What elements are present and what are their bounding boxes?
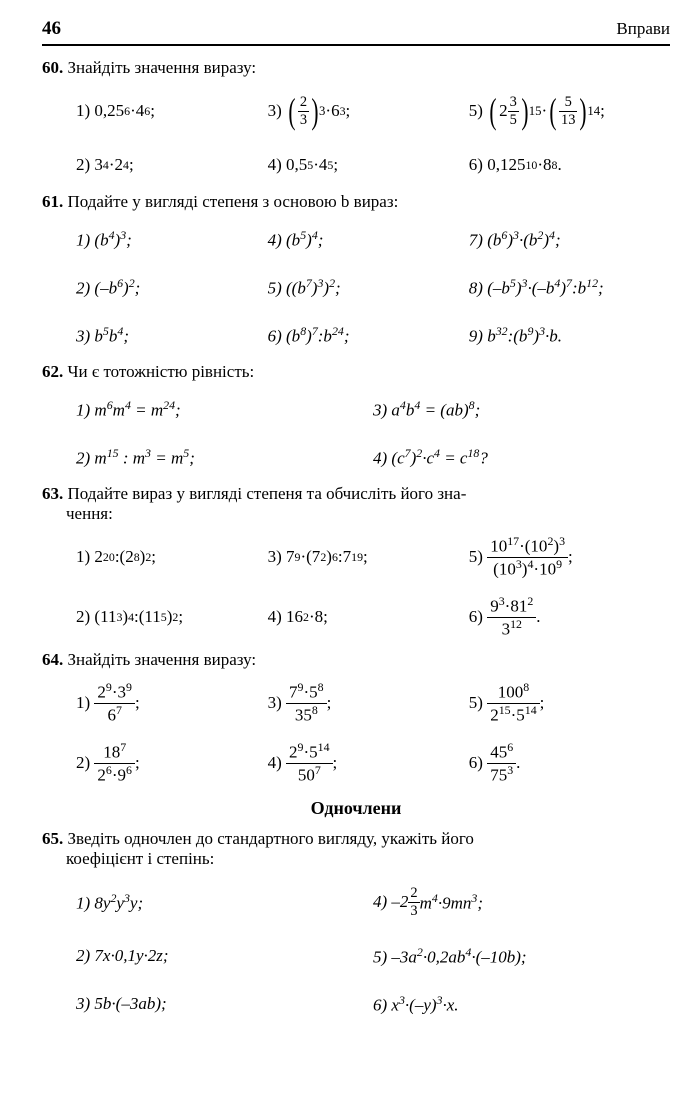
- problem-title: 60. Знайдіть значення виразу:: [42, 58, 670, 78]
- p61-item4: 4) (b5)4;: [268, 222, 469, 256]
- problem-65: 65. Зведіть одночлен до стандартного виг…: [42, 829, 670, 1021]
- p64-item6: 6) 456753.: [469, 740, 670, 786]
- p61-item9: 9) b32:(b9)3·b.: [469, 318, 670, 352]
- subheading: Одночлени: [42, 798, 670, 819]
- p64-item1: 1) 29·3967;: [76, 680, 268, 726]
- p63-item3: 3) 79·(72)6:719;: [268, 534, 469, 580]
- problem-title: 63. Подайте вираз у вигляді степеня та о…: [42, 484, 670, 504]
- p65-item2: 2) 7x·0,1y·2z;: [76, 939, 373, 973]
- problem-62: 62. Чи є тотожністю рівність: 1) m6m4 = …: [42, 362, 670, 474]
- p65-item3: 3) 5b·(–3ab);: [76, 987, 373, 1021]
- p61-item2: 2) (–b6)2;: [76, 270, 268, 304]
- p61-item6: 6) (b8)7:b24;: [268, 318, 469, 352]
- p60-item2: 2) 34·24;: [76, 148, 268, 182]
- page-header: 46 Вправи: [42, 18, 670, 46]
- problem-title: 61. Подайте у вигляді степеня з основою …: [42, 192, 670, 212]
- p61-item3: 3) b5b4;: [76, 318, 268, 352]
- p62-item1: 1) m6m4 = m24;: [76, 392, 373, 426]
- p65-item4: 4) –223m4·9mn3;: [373, 879, 670, 925]
- section-title: Вправи: [616, 19, 670, 39]
- p61-item7: 7) (b6)3·(b2)4;: [469, 222, 670, 256]
- p60-item6: 6) 0,12510·88.: [469, 148, 670, 182]
- p65-item5: 5) –3a2·0,2ab4·(–10b);: [373, 939, 670, 973]
- page-number: 46: [42, 18, 61, 40]
- p65-item6: 6) x3·(–y)3·x.: [373, 987, 670, 1021]
- problem-64: 64. Знайдіть значення виразу: 1) 29·3967…: [42, 650, 670, 786]
- p63-item4: 4) 162·8;: [268, 594, 469, 640]
- problem-title: 62. Чи є тотожністю рівність:: [42, 362, 670, 382]
- p63-item2: 2) (113)4:(115)2;: [76, 594, 268, 640]
- problem-63: 63. Подайте вираз у вигляді степеня та о…: [42, 484, 670, 640]
- p65-item1: 1) 8y2y3y;: [76, 879, 373, 925]
- p63-item5: 5) 1017·(102)3(103)4·109;: [469, 534, 670, 580]
- p60-item1: 1) 0,256·46;: [76, 88, 268, 134]
- p64-item5: 5) 1008215·514;: [469, 680, 670, 726]
- page: 46 Вправи 60. Знайдіть значення виразу: …: [0, 0, 700, 1051]
- p61-item8: 8) (–b5)3·(–b4)7:b12;: [469, 270, 670, 304]
- p63-item6: 6) 93·812312.: [469, 594, 670, 640]
- p61-item1: 1) (b4)3;: [76, 222, 268, 256]
- p61-item5: 5) ((b7)3)2;: [268, 270, 469, 304]
- p64-item2: 2) 18726·96;: [76, 740, 268, 786]
- p60-item4: 4) 0,55·45;: [268, 148, 469, 182]
- problem-title: 64. Знайдіть значення виразу:: [42, 650, 670, 670]
- p62-item2: 2) m15 : m3 = m5;: [76, 440, 373, 474]
- problem-60: 60. Знайдіть значення виразу: 1) 0,256·4…: [42, 58, 670, 182]
- p60-item5: 5) 23515·51314;: [469, 88, 670, 134]
- p64-item3: 3) 79·58358;: [268, 680, 469, 726]
- p62-item3: 3) a4b4 = (ab)8;: [373, 392, 670, 426]
- p62-item4: 4) (c7)2·c4 = c18?: [373, 440, 670, 474]
- p60-item3: 3) 233·63;: [268, 88, 469, 134]
- problem-title: 65. Зведіть одночлен до стандартного виг…: [42, 829, 670, 849]
- p64-item4: 4) 29·514507;: [268, 740, 469, 786]
- problem-61: 61. Подайте у вигляді степеня з основою …: [42, 192, 670, 352]
- p63-item1: 1) 220:(28)2;: [76, 534, 268, 580]
